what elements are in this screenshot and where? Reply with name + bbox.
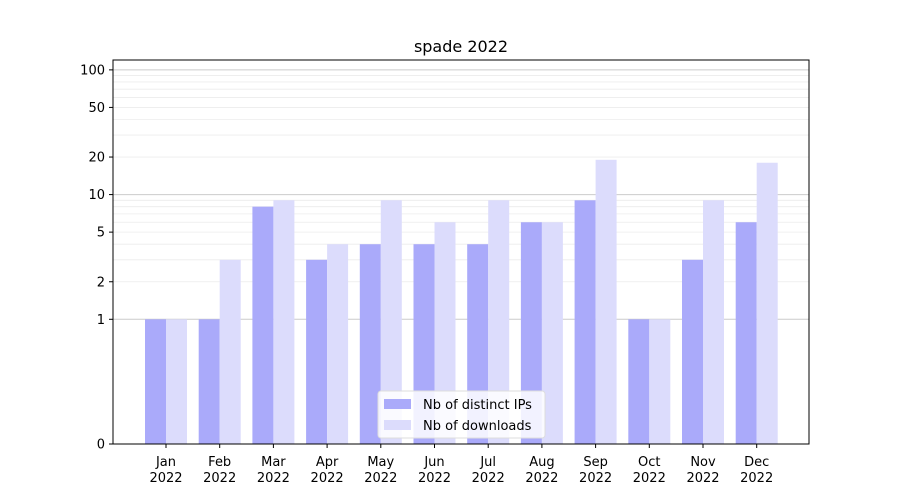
y-tick-label: 5 [97,226,105,241]
y-tick-label: 50 [88,101,105,116]
x-tick-label: May 2022 [364,455,397,486]
x-tick-label: Nov 2022 [686,455,719,486]
legend-swatch [384,420,411,430]
bar [520,222,542,444]
plot-area [112,59,810,445]
y-tick-label: 10 [88,188,105,203]
bar [252,206,274,444]
chart-title: spade 2022 [414,37,508,56]
y-tick-label: 100 [80,63,105,78]
legend-box [377,390,546,439]
bar [595,159,617,444]
bar [735,222,757,444]
y-tick-label: 2 [97,275,105,290]
bar [145,319,166,444]
bar [380,200,402,444]
bar [359,244,381,444]
bar [306,259,328,444]
bar [541,222,563,444]
y-tick-label: 20 [88,151,105,166]
bar [682,259,703,444]
bar [756,162,778,444]
legend-label: Nb of distinct IPs [423,398,532,413]
x-tick-label: Apr 2022 [311,455,344,486]
bar [703,200,724,444]
x-tick-label: Sep 2022 [579,455,612,486]
grid-lines [113,69,809,320]
bar [434,222,456,444]
y-tick-label: 1 [97,313,105,328]
bar [166,319,187,444]
bar [488,200,510,444]
bar [574,200,596,444]
x-tick-label: Dec 2022 [740,455,773,486]
x-tick-label: Feb 2022 [203,455,236,486]
bar [327,244,349,444]
legend-swatch [384,399,411,409]
x-tick-label: Oct 2022 [633,455,666,486]
x-tick-label: Mar 2022 [257,455,290,486]
bar [273,200,295,444]
x-tick-label: Jan 2022 [149,455,182,486]
y-axis: 0 1 2 5 10 20 50 100 [80,63,113,453]
x-tick-label: Aug 2022 [525,455,558,486]
legend-label: Nb of downloads [423,419,532,434]
bar [628,319,650,444]
y-tick-label: 0 [97,438,105,453]
x-tick-label: Jun 2022 [418,455,451,486]
bar [198,319,220,444]
x-tick-label: Jul 2022 [472,455,505,486]
x-axis: Jan 2022 Feb 2022 Mar 2022 Apr 2022 May 2022 Jun 20… [149,444,773,486]
bar [219,259,241,444]
legend: Nb of distinct IPs Nb of downloads [377,390,546,439]
bar [649,319,671,444]
